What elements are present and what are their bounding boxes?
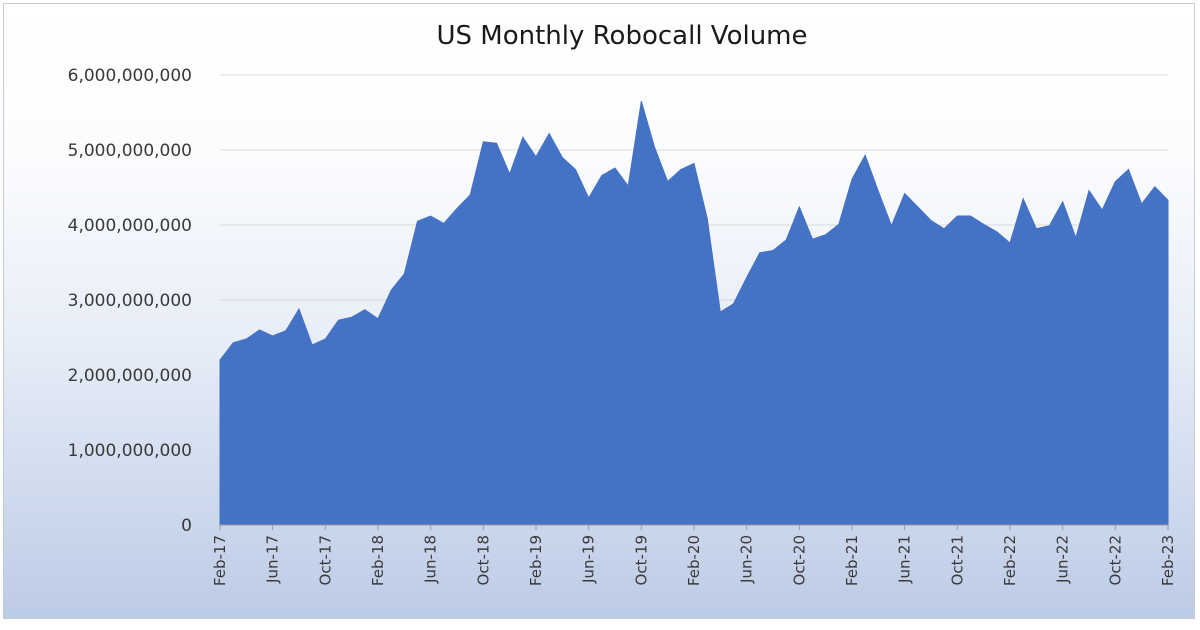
- axes: [219, 524, 1169, 530]
- y-tick-label: 3,000,000,000: [68, 291, 192, 311]
- x-tick-label: Feb-19: [527, 535, 545, 586]
- x-tick-label: Oct-20: [790, 535, 808, 585]
- x-tick-label: Jun-22: [1054, 535, 1072, 584]
- plot-area: [219, 101, 1169, 526]
- x-tick-label: Jun-19: [580, 535, 598, 584]
- chart-title: US Monthly Robocall Volume: [436, 21, 807, 51]
- x-tick-label: Oct-22: [1106, 535, 1124, 585]
- y-tick-label: 4,000,000,000: [68, 216, 192, 236]
- x-tick-label: Oct-21: [948, 535, 966, 585]
- x-tick-label: Feb-18: [369, 535, 387, 586]
- x-tick-label: Jun-18: [422, 535, 440, 584]
- x-tick-label: Feb-17: [211, 535, 229, 586]
- y-axis-ticks: 0 1,000,000,000 2,000,000,000 3,000,000,000…: [68, 66, 192, 536]
- x-axis-ticks: Feb-17 Jun-17 Oct-17 Feb-18 Jun-18 Oct-18 Feb-…: [211, 535, 1177, 586]
- y-tick-label: 1,000,000,000: [68, 441, 192, 461]
- x-tick-label: Jun-17: [264, 535, 282, 584]
- x-tick-label: Feb-22: [1001, 535, 1019, 586]
- x-tick-label: Feb-20: [685, 535, 703, 586]
- x-tick-label: Feb-23: [1159, 535, 1177, 586]
- y-tick-label: 5,000,000,000: [68, 141, 192, 161]
- y-tick-label: 0: [181, 516, 192, 536]
- y-tick-label: 6,000,000,000: [68, 66, 192, 86]
- x-tick-label: Jun-21: [896, 535, 914, 584]
- x-tick-label: Feb-21: [843, 535, 861, 586]
- x-tick-label: Jun-20: [738, 535, 756, 584]
- y-tick-label: 2,000,000,000: [68, 366, 192, 386]
- x-tick-label: Oct-18: [474, 535, 492, 585]
- robocall-volume-area: [219, 101, 1169, 526]
- x-tick-label: Oct-19: [632, 535, 650, 585]
- x-tick-label: Oct-17: [316, 535, 334, 585]
